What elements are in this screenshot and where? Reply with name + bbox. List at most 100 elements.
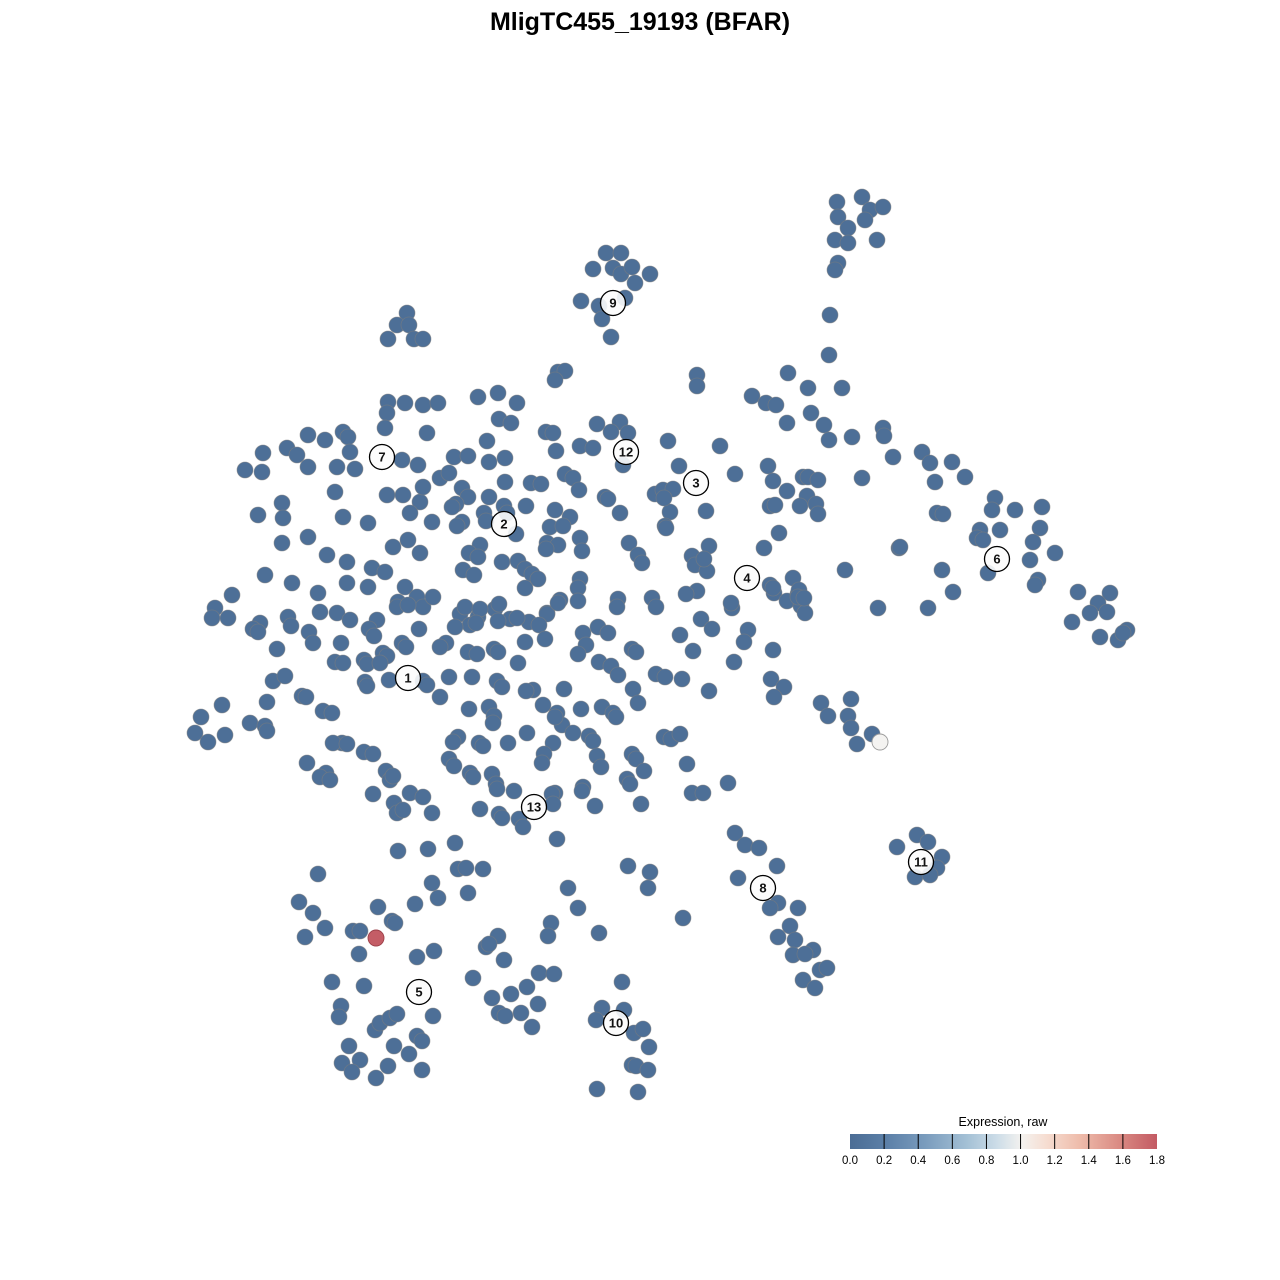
cluster-label-circle — [983, 545, 1011, 573]
data-point — [919, 833, 937, 851]
data-point — [463, 668, 481, 686]
data-point — [573, 782, 591, 800]
data-point — [340, 1037, 358, 1055]
data-point — [386, 914, 404, 932]
data-point — [766, 496, 784, 514]
legend-tick-label: 0.2 — [876, 1155, 892, 1167]
data-point — [743, 387, 761, 405]
data-point — [296, 928, 314, 946]
data-point — [509, 654, 527, 672]
cluster-label-number: 4 — [743, 571, 751, 586]
data-point — [608, 598, 626, 616]
data-point — [394, 486, 412, 504]
data-point — [351, 1051, 369, 1069]
data-point — [640, 1038, 658, 1056]
data-point — [764, 472, 782, 490]
data-point — [765, 688, 783, 706]
data-point — [828, 193, 846, 211]
data-point — [429, 394, 447, 412]
data-point — [256, 566, 274, 584]
data-point — [253, 463, 271, 481]
cluster-label-circle — [368, 443, 396, 471]
data-point — [796, 945, 814, 963]
data-point — [794, 971, 812, 989]
data-point — [1081, 604, 1099, 622]
legend-tick-label: 0.4 — [910, 1155, 927, 1167]
data-point — [517, 497, 535, 515]
data-point — [839, 219, 857, 237]
data-point — [341, 443, 359, 461]
legend-ticks: 0.0 0.2 0.4 0.6 0.8 1.0 1.2 1.4 1.6 1.8 — [842, 1134, 1165, 1167]
cluster-label-number: 5 — [415, 985, 422, 1000]
data-point — [573, 542, 591, 560]
data-point — [820, 346, 838, 364]
data-point — [268, 640, 286, 658]
data-point — [549, 594, 567, 612]
cluster-label-circle — [682, 469, 710, 497]
data-point — [223, 586, 241, 604]
data-point — [983, 501, 1001, 519]
data-point — [623, 258, 641, 276]
data-point — [688, 377, 706, 395]
cluster-label-number: 6 — [993, 552, 1000, 567]
data-point — [378, 404, 396, 422]
data-point — [677, 585, 695, 603]
data-point — [1024, 533, 1042, 551]
data-point — [448, 517, 466, 535]
data-point — [419, 840, 437, 858]
data-point — [868, 231, 886, 249]
legend-tick-label: 1.8 — [1149, 1155, 1165, 1167]
data-point — [425, 942, 443, 960]
data-point — [842, 690, 860, 708]
data-point — [770, 524, 788, 542]
data-point — [570, 481, 588, 499]
data-point — [408, 948, 426, 966]
data-point — [399, 596, 417, 614]
data-point — [657, 519, 675, 537]
data-point — [796, 604, 814, 622]
data-point — [767, 396, 785, 414]
data-point — [414, 330, 432, 348]
data-point — [414, 788, 432, 806]
data-point — [619, 857, 637, 875]
data-point — [384, 538, 402, 556]
data-point — [338, 553, 356, 571]
data-point — [839, 234, 857, 252]
cluster-label-number: 8 — [759, 881, 766, 896]
data-point — [418, 676, 436, 694]
data-point — [629, 1083, 647, 1101]
data-point — [546, 371, 564, 389]
data-point — [456, 598, 474, 616]
data-point — [641, 265, 659, 283]
data-point — [304, 634, 322, 652]
data-point — [764, 641, 782, 659]
data-point — [874, 198, 892, 216]
data-point — [612, 244, 630, 262]
data-point — [735, 633, 753, 651]
data-point — [385, 1037, 403, 1055]
data-point — [529, 995, 547, 1013]
data-point — [411, 544, 429, 562]
data-point — [496, 1007, 514, 1025]
highlighted-points-layer — [367, 733, 889, 947]
data-point — [759, 457, 777, 475]
legend-title: Expression, raw — [959, 1115, 1049, 1129]
data-point — [639, 879, 657, 897]
data-point — [991, 521, 1009, 539]
data-point — [290, 893, 308, 911]
data-point — [406, 895, 424, 913]
data-point — [848, 735, 866, 753]
data-point — [489, 643, 507, 661]
data-point — [700, 682, 718, 700]
data-point — [512, 1004, 530, 1022]
data-point — [659, 432, 677, 450]
data-point — [282, 617, 300, 635]
data-point — [505, 782, 523, 800]
data-point — [775, 678, 793, 696]
data-point — [480, 488, 498, 506]
data-point — [424, 1007, 442, 1025]
cluster-label-number: 3 — [692, 476, 699, 491]
data-point — [393, 451, 411, 469]
data-point — [559, 879, 577, 897]
